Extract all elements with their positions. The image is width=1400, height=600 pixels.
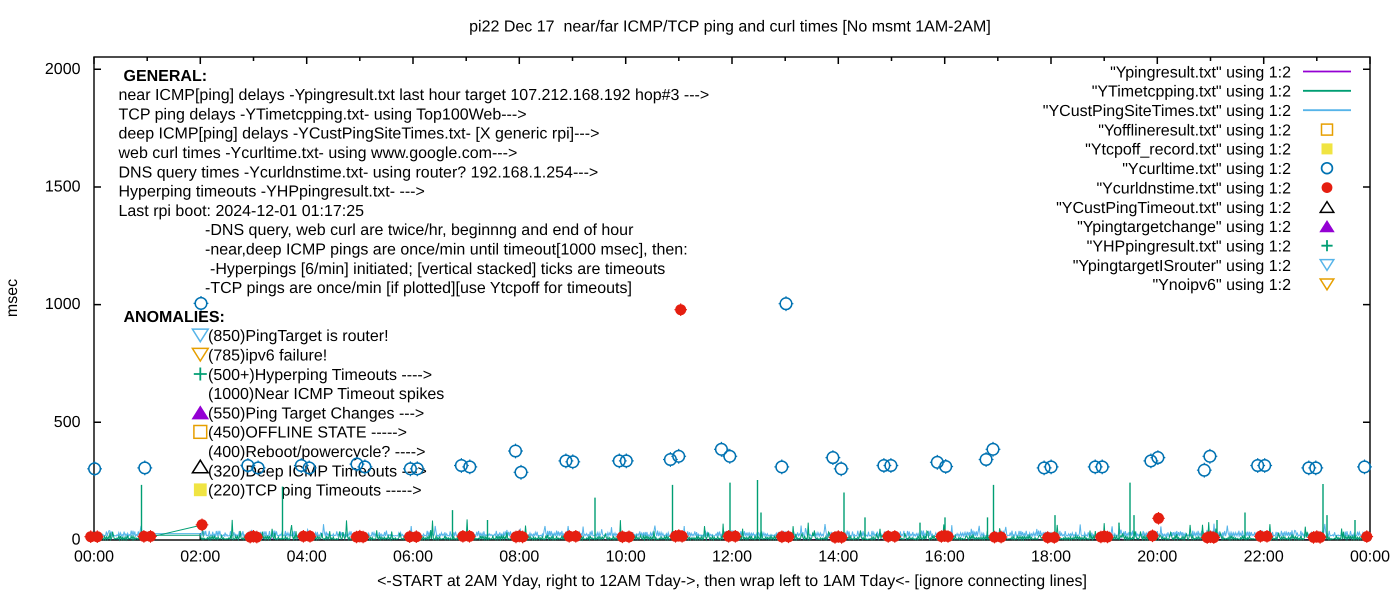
svg-text:(550)Ping Target Changes --->: (550)Ping Target Changes ---> [208,405,424,422]
svg-text:deep ICMP[ping] delays -YCustP: deep ICMP[ping] delays -YCustPingSiteTim… [119,126,600,143]
svg-text:(500+)Hyperping Timeouts ---->: (500+)Hyperping Timeouts ----> [208,367,432,384]
svg-text:16:00: 16:00 [925,549,965,566]
svg-text:-DNS query, web curl are twice: -DNS query, web curl are twice/hr, begin… [205,222,634,239]
svg-text:"Ycurltime.txt" using 1:2: "Ycurltime.txt" using 1:2 [1122,161,1291,178]
svg-text:500: 500 [54,414,81,431]
svg-text:-TCP pings are once/min [if pl: -TCP pings are once/min [if plotted][use… [205,280,632,297]
svg-text:(320)Deep ICMP Timeouts --->: (320)Deep ICMP Timeouts ---> [208,463,427,480]
svg-text:"YpingtargetISrouter" using 1:: "YpingtargetISrouter" using 1:2 [1073,258,1291,275]
svg-text:1000: 1000 [45,296,81,313]
svg-text:ANOMALIES:: ANOMALIES: [124,309,225,326]
svg-text:"YHPpingresult.txt" using 1:2: "YHPpingresult.txt" using 1:2 [1087,239,1291,256]
svg-text:12:00: 12:00 [712,549,752,566]
svg-text:-Hyperpings [6/min] initiated;: -Hyperpings [6/min] initiated; [vertical… [210,261,665,278]
svg-text:"Ynoipv6" using 1:2: "Ynoipv6" using 1:2 [1152,277,1291,294]
svg-text:near ICMP[ping] delays -Ypingr: near ICMP[ping] delays -Ypingresult.txt … [119,87,710,104]
svg-text:1500: 1500 [45,179,81,196]
svg-text:(220)TCP ping Timeouts ----->: (220)TCP ping Timeouts -----> [208,483,422,500]
svg-text:18:00: 18:00 [1031,549,1071,566]
svg-text:02:00: 02:00 [180,549,220,566]
svg-text:0: 0 [72,532,81,549]
svg-text:(450)OFFLINE STATE ----->: (450)OFFLINE STATE -----> [208,425,407,442]
svg-text:<-START at 2AM Yday, right to: <-START at 2AM Yday, right to 12AM Tday-… [377,573,1087,590]
svg-text:14:00: 14:00 [818,549,858,566]
svg-text:msec: msec [4,279,21,317]
svg-text:08:00: 08:00 [499,549,539,566]
svg-text:10:00: 10:00 [606,549,646,566]
svg-text:"Ycurldnstime.txt" using 1:2: "Ycurldnstime.txt" using 1:2 [1096,180,1291,197]
svg-text:(785)ipv6 failure!: (785)ipv6 failure! [208,348,327,365]
svg-text:00:00: 00:00 [74,549,114,566]
svg-text:TCP ping delays -YTimetcpping.: TCP ping delays -YTimetcpping.txt- using… [119,106,527,123]
svg-text:"Ypingtargetchange" using 1:2: "Ypingtargetchange" using 1:2 [1077,219,1291,236]
svg-text:pi22 Dec 17 near/far ICMP/TCP: pi22 Dec 17 near/far ICMP/TCP ping and c… [469,19,991,36]
svg-text:00:00: 00:00 [1350,549,1390,566]
svg-text:-near,deep ICMP pings are once: -near,deep ICMP pings are once/min until… [205,242,688,259]
svg-text:Hyperping timeouts -YHPpingres: Hyperping timeouts -YHPpingresult.txt- -… [119,184,425,201]
svg-text:06:00: 06:00 [393,549,433,566]
svg-text:"YCustPingTimeout.txt" using 1: "YCustPingTimeout.txt" using 1:2 [1056,200,1291,217]
svg-text:22:00: 22:00 [1244,549,1284,566]
svg-text:"YTimetcpping.txt" using 1:2: "YTimetcpping.txt" using 1:2 [1092,84,1291,101]
svg-text:(850)PingTarget is router!: (850)PingTarget is router! [208,328,389,345]
svg-text:04:00: 04:00 [287,549,327,566]
svg-text:(400)Reboot/powercycle? ---->: (400)Reboot/powercycle? ----> [208,444,425,461]
svg-text:(1000)Near ICMP Timeout spikes: (1000)Near ICMP Timeout spikes [208,386,444,403]
svg-text:web curl times -Ycurltime.txt-: web curl times -Ycurltime.txt- using www… [118,145,518,162]
svg-text:2000: 2000 [45,61,81,78]
svg-text:"Ypingresult.txt" using 1:2: "Ypingresult.txt" using 1:2 [1110,64,1291,81]
svg-text:DNS query times -Ycurldnstime.: DNS query times -Ycurldnstime.txt- using… [119,164,599,181]
svg-text:"Ytcpoff_record.txt" using 1:2: "Ytcpoff_record.txt" using 1:2 [1085,142,1291,159]
svg-text:Last rpi boot: 2024-12-01 01:1: Last rpi boot: 2024-12-01 01:17:25 [119,203,365,220]
svg-text:"YCustPingSiteTimes.txt" using: "YCustPingSiteTimes.txt" using 1:2 [1043,103,1291,120]
svg-text:20:00: 20:00 [1137,549,1177,566]
svg-text:"Yofflineresult.txt" using 1:2: "Yofflineresult.txt" using 1:2 [1098,122,1291,139]
svg-text:GENERAL:: GENERAL: [124,68,208,85]
